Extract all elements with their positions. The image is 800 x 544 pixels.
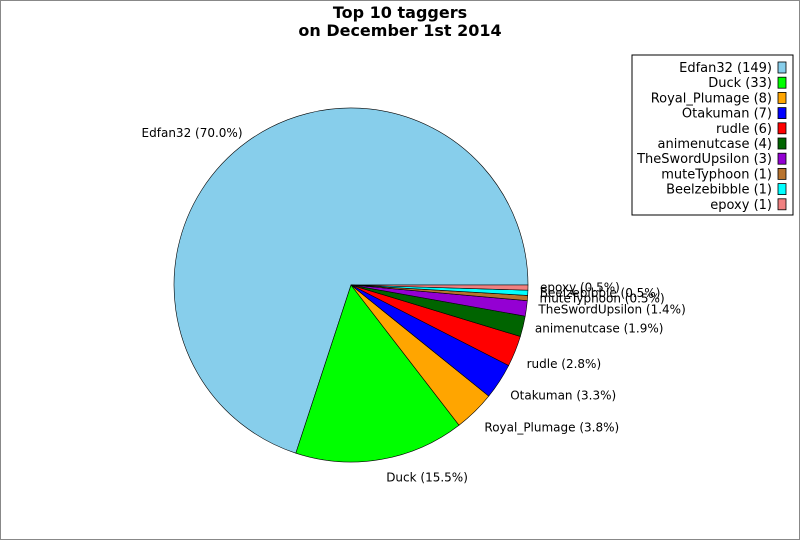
chart-title: Top 10 taggers <box>333 3 467 22</box>
slice-label-animenutcase: animenutcase (1.9%) <box>535 321 664 335</box>
legend: Edfan32 (149)Duck (33)Royal_Plumage (8)O… <box>631 54 794 216</box>
legend-swatch-theswordupsilon <box>777 152 787 165</box>
legend-entry-theswordupsilon: TheSwordUpsilon (3) <box>636 152 772 167</box>
legend-entry-mutetyphoon: muteTyphoon (1) <box>661 167 772 182</box>
legend-swatch-rudle <box>777 122 787 135</box>
legend-swatch-mutetyphoon <box>777 167 787 180</box>
chart-subtitle: on December 1st 2014 <box>298 21 501 40</box>
slice-label-beelzebibble: Beelzebibble (0.5%) <box>540 286 661 300</box>
slice-label-royal-plumage: Royal_Plumage (3.8%) <box>484 420 619 434</box>
legend-swatch-otakuman <box>777 107 787 119</box>
legend-entry-otakuman: Otakuman (7) <box>682 107 772 122</box>
slice-label-rudle: rudle (2.8%) <box>527 357 602 371</box>
legend-swatch-edfan32 <box>777 61 787 74</box>
pie-slice-edfan32 <box>173 107 529 454</box>
pie-slice-duck <box>295 284 460 463</box>
legend-swatch-duck <box>777 76 787 89</box>
slice-label-mutetyphoon: muteTyphoon (0.5%) <box>540 292 665 306</box>
legend-swatch-epoxy <box>777 198 787 211</box>
legend-entry-royal-plumage: Royal_Plumage (8) <box>651 91 772 106</box>
legend-entry-edfan32: Edfan32 (149) <box>679 61 772 76</box>
legend-swatch-animenutcase <box>777 137 787 150</box>
slice-label-duck: Duck (15.5%) <box>386 470 468 484</box>
slice-labels: Edfan32 (70.0%) Duck (15.5%) Royal_Plumage… <box>142 126 686 484</box>
pie-slices <box>173 107 529 463</box>
legend-entry-animenutcase: animenutcase (4) <box>658 137 773 152</box>
slice-label-otakuman: Otakuman (3.3%) <box>510 389 616 403</box>
pie-slice-epoxy <box>350 284 529 291</box>
legend-box <box>631 54 794 216</box>
legend-entry-epoxy: epoxy (1) <box>710 198 772 213</box>
slice-label-epoxy: epoxy (0.5%) <box>540 281 620 295</box>
legend-entry-rudle: rudle (6) <box>716 122 772 137</box>
slice-label-theswordupsilon: TheSwordUpsilon (1.4%) <box>537 303 685 317</box>
legend-swatch-royal-plumage <box>777 92 787 104</box>
legend-entry-beelzebibble: Beelzebibble (1) <box>666 183 772 198</box>
slice-label-edfan32: Edfan32 (70.0%) <box>142 126 243 140</box>
legend-entry-duck: Duck (33) <box>708 76 772 91</box>
legend-swatch-beelzebibble <box>777 183 787 196</box>
